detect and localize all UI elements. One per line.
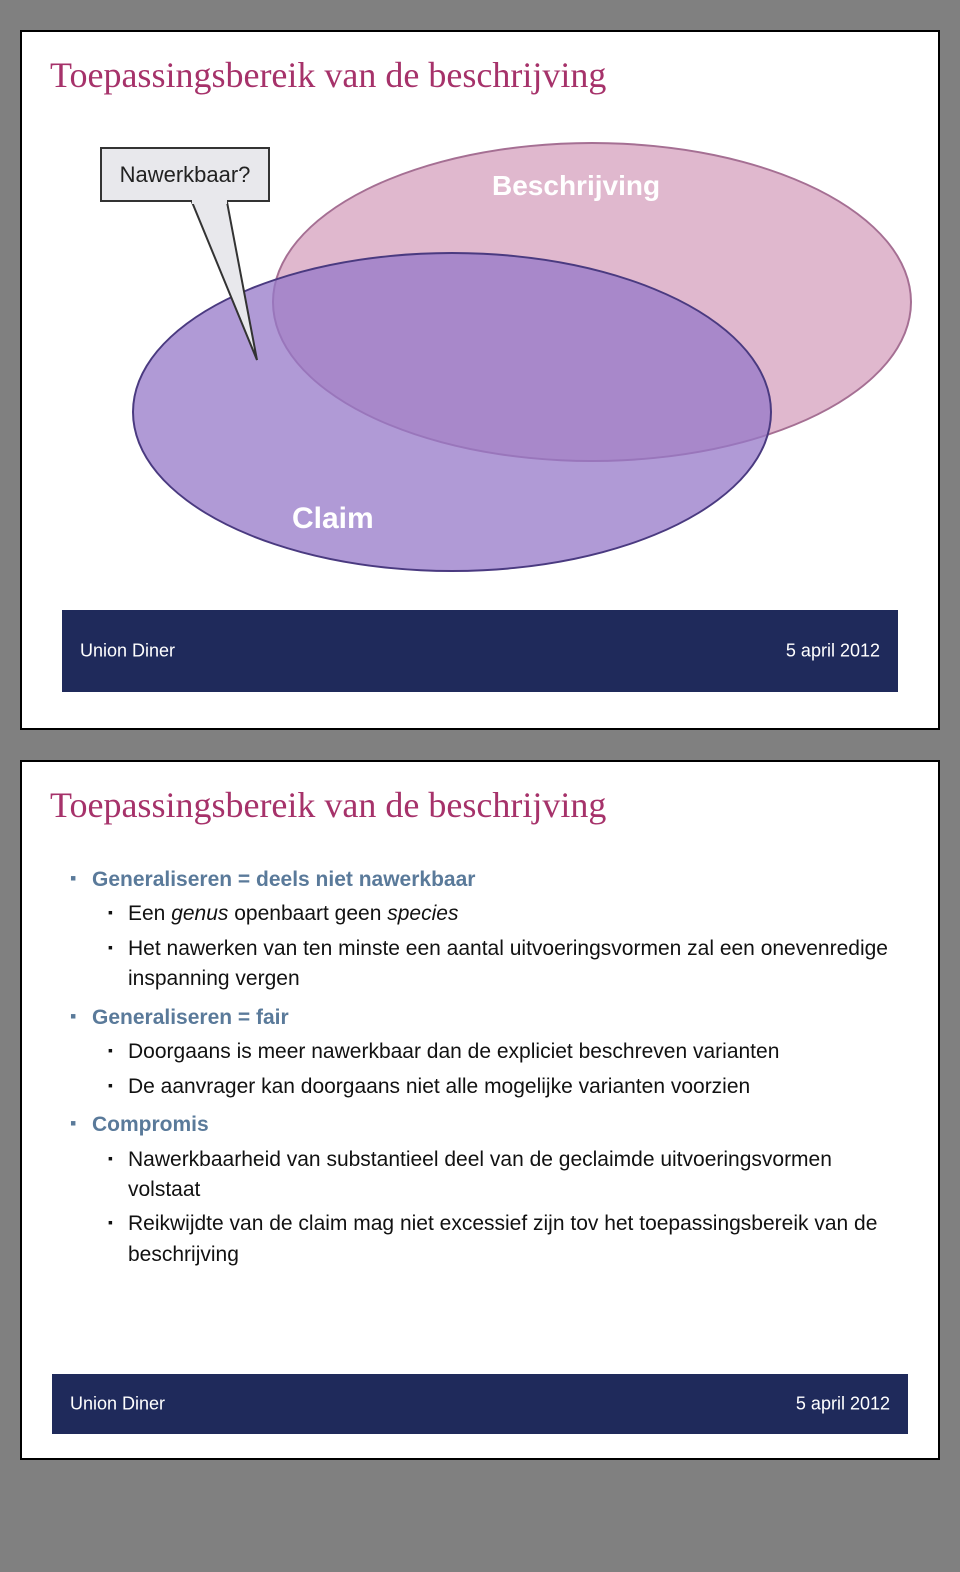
bullet-lvl2: Het nawerken van ten minste een aantal u…	[70, 934, 898, 995]
callout-tail-icon	[177, 200, 297, 370]
text: Een	[128, 902, 171, 925]
bullet-lvl2: Nawerkbaarheid van substantieel deel van…	[70, 1145, 898, 1206]
footer-bar: Union Diner 5 april 2012	[62, 610, 898, 692]
callout-nawerkbaar: Nawerkbaar?	[100, 147, 270, 202]
slide-title: Toepassingsbereik van de beschrijving	[50, 54, 606, 96]
callout-text: Nawerkbaar?	[120, 162, 251, 188]
slide-1: Toepassingsbereik van de beschrijving Be…	[20, 30, 940, 730]
bullet-lvl2: Doorgaans is meer nawerkbaar dan de expl…	[70, 1037, 898, 1067]
slide-2: Toepassingsbereik van de beschrijving Ge…	[20, 760, 940, 1460]
bullet-lvl1: Generaliseren = fair	[70, 1003, 898, 1033]
label-claim: Claim	[292, 502, 374, 536]
slide-title: Toepassingsbereik van de beschrijving	[50, 784, 606, 826]
bullet-lvl2: Een genus openbaart geen species	[70, 899, 898, 929]
footer-right: 5 april 2012	[796, 1394, 890, 1415]
text-italic: genus	[171, 902, 228, 925]
bullet-content: Generaliseren = deels niet nawerkbaar Ee…	[70, 857, 898, 1270]
footer-left: Union Diner	[70, 1394, 165, 1415]
text-italic: species	[387, 902, 458, 925]
bullet-lvl2: De aanvrager kan doorgaans niet alle mog…	[70, 1072, 898, 1102]
bullet-lvl2: Reikwijdte van de claim mag niet excessi…	[70, 1209, 898, 1270]
footer-right: 5 april 2012	[786, 641, 880, 662]
bullet-lvl1: Compromis	[70, 1110, 898, 1140]
footer-bar: Union Diner 5 april 2012	[52, 1374, 908, 1434]
venn-diagram: Beschrijving Claim Nawerkbaar?	[62, 122, 898, 572]
footer-left: Union Diner	[80, 641, 175, 662]
label-beschrijving: Beschrijving	[492, 170, 660, 202]
bullet-lvl1: Generaliseren = deels niet nawerkbaar	[70, 865, 898, 895]
text: openbaart geen	[228, 902, 387, 925]
